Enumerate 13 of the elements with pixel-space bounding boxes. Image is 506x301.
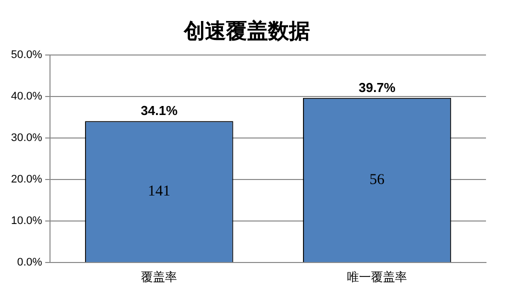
data-label: 34.1%: [140, 103, 178, 118]
y-tick-label: 30.0%: [10, 132, 42, 144]
y-tick-label: 50.0%: [10, 49, 42, 62]
data-label: 39.7%: [358, 80, 396, 96]
y-tick-label: 40.0%: [10, 90, 42, 103]
annotation: 141: [148, 184, 170, 200]
x-tick-label: 覆盖率: [141, 270, 178, 284]
annotation: 56: [370, 172, 386, 188]
y-tick-label: 20.0%: [10, 174, 42, 186]
chart-title: 创速覆盖数据: [183, 18, 310, 44]
x-tick-label: 唯一覆盖率: [347, 270, 408, 284]
y-tick-label: 0.0%: [17, 256, 42, 269]
y-tick-label: 10.0%: [10, 215, 42, 228]
